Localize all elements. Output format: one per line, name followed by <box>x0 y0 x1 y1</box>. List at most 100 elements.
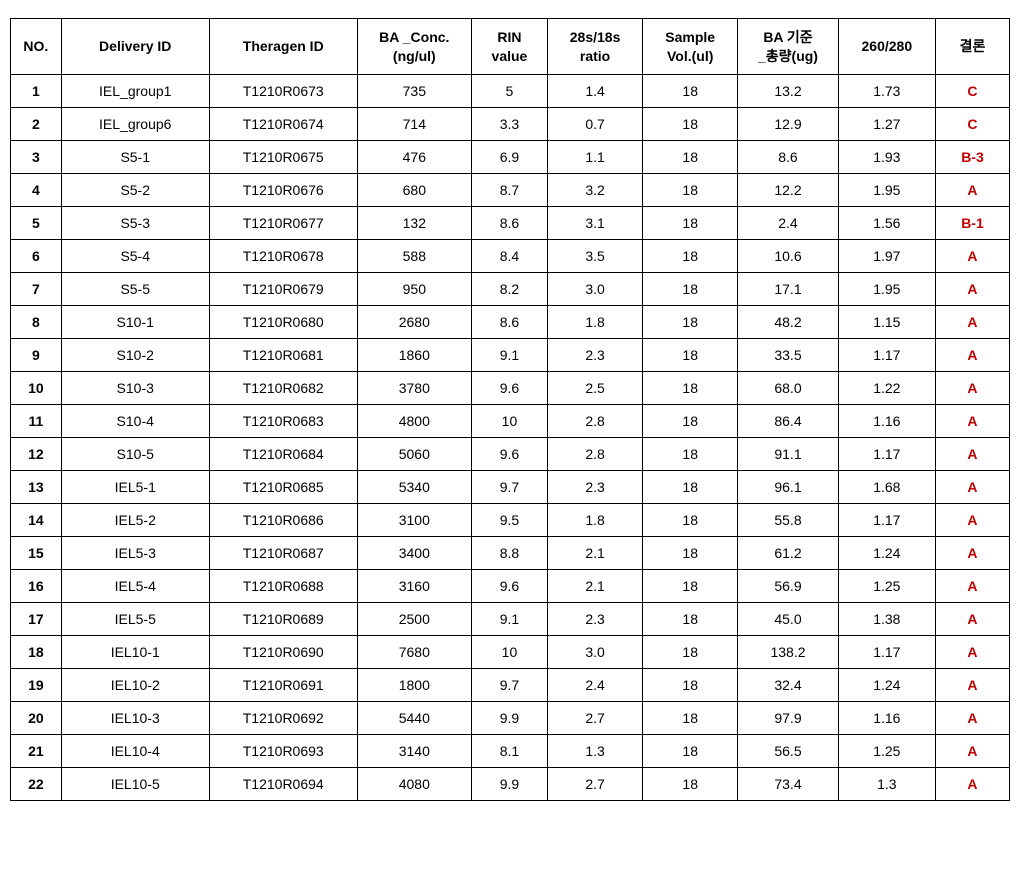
cell-rin: 8.8 <box>471 537 547 570</box>
cell-result: A <box>935 603 1009 636</box>
cell-r260: 1.68 <box>838 471 935 504</box>
cell-total: 61.2 <box>738 537 838 570</box>
col-header-result: 결론 <box>935 19 1009 75</box>
cell-r260: 1.16 <box>838 702 935 735</box>
cell-rin: 9.5 <box>471 504 547 537</box>
col-header-no: NO. <box>11 19 62 75</box>
cell-vol: 18 <box>643 174 738 207</box>
cell-ratio: 2.3 <box>548 471 643 504</box>
cell-conc: 5340 <box>357 471 471 504</box>
cell-result: A <box>935 570 1009 603</box>
cell-total: 8.6 <box>738 141 838 174</box>
cell-rin: 9.1 <box>471 603 547 636</box>
cell-delivery: S5-4 <box>61 240 209 273</box>
cell-conc: 3400 <box>357 537 471 570</box>
cell-result: A <box>935 405 1009 438</box>
cell-ratio: 3.5 <box>548 240 643 273</box>
col-header-theragen: Theragen ID <box>209 19 357 75</box>
cell-result: A <box>935 372 1009 405</box>
cell-ratio: 2.7 <box>548 768 643 801</box>
cell-rin: 8.6 <box>471 207 547 240</box>
cell-delivery: S5-3 <box>61 207 209 240</box>
cell-result: A <box>935 669 1009 702</box>
cell-r260: 1.16 <box>838 405 935 438</box>
cell-r260: 1.95 <box>838 273 935 306</box>
cell-vol: 18 <box>643 75 738 108</box>
cell-ratio: 1.8 <box>548 306 643 339</box>
col-header-delivery: Delivery ID <box>61 19 209 75</box>
cell-ratio: 2.1 <box>548 570 643 603</box>
table-row: 10S10-3T1210R068237809.62.51868.01.22A <box>11 372 1010 405</box>
cell-ratio: 1.4 <box>548 75 643 108</box>
cell-no: 2 <box>11 108 62 141</box>
table-row: 1IEL_group1T1210R067373551.41813.21.73C <box>11 75 1010 108</box>
col-header-total: BA 기준_총량(ug) <box>738 19 838 75</box>
cell-r260: 1.3 <box>838 768 935 801</box>
cell-conc: 4080 <box>357 768 471 801</box>
cell-delivery: IEL10-3 <box>61 702 209 735</box>
cell-result: C <box>935 108 1009 141</box>
cell-ratio: 2.5 <box>548 372 643 405</box>
cell-theragen: T1210R0677 <box>209 207 357 240</box>
cell-delivery: S10-2 <box>61 339 209 372</box>
cell-r260: 1.24 <box>838 537 935 570</box>
cell-total: 68.0 <box>738 372 838 405</box>
cell-total: 13.2 <box>738 75 838 108</box>
cell-theragen: T1210R0693 <box>209 735 357 768</box>
cell-no: 3 <box>11 141 62 174</box>
table-row: 20IEL10-3T1210R069254409.92.71897.91.16A <box>11 702 1010 735</box>
cell-theragen: T1210R0691 <box>209 669 357 702</box>
cell-rin: 10 <box>471 405 547 438</box>
table-row: 11S10-4T1210R06834800102.81886.41.16A <box>11 405 1010 438</box>
cell-delivery: S5-2 <box>61 174 209 207</box>
cell-r260: 1.17 <box>838 636 935 669</box>
cell-r260: 1.38 <box>838 603 935 636</box>
cell-conc: 132 <box>357 207 471 240</box>
cell-r260: 1.17 <box>838 504 935 537</box>
cell-delivery: IEL5-4 <box>61 570 209 603</box>
cell-theragen: T1210R0673 <box>209 75 357 108</box>
col-header-ratio: 28s/18sratio <box>548 19 643 75</box>
cell-ratio: 2.1 <box>548 537 643 570</box>
cell-result: B-3 <box>935 141 1009 174</box>
cell-rin: 9.6 <box>471 570 547 603</box>
cell-ratio: 3.0 <box>548 636 643 669</box>
cell-r260: 1.24 <box>838 669 935 702</box>
cell-vol: 18 <box>643 339 738 372</box>
cell-delivery: IEL5-2 <box>61 504 209 537</box>
cell-ratio: 3.2 <box>548 174 643 207</box>
cell-result: A <box>935 273 1009 306</box>
cell-vol: 18 <box>643 504 738 537</box>
cell-ratio: 1.8 <box>548 504 643 537</box>
cell-theragen: T1210R0686 <box>209 504 357 537</box>
cell-rin: 9.6 <box>471 372 547 405</box>
cell-conc: 1800 <box>357 669 471 702</box>
cell-no: 11 <box>11 405 62 438</box>
cell-theragen: T1210R0681 <box>209 339 357 372</box>
cell-theragen: T1210R0684 <box>209 438 357 471</box>
cell-result: A <box>935 438 1009 471</box>
cell-rin: 9.6 <box>471 438 547 471</box>
col-header-conc: BA _Conc.(ng/ul) <box>357 19 471 75</box>
cell-ratio: 2.4 <box>548 669 643 702</box>
header-row: NO.Delivery IDTheragen IDBA _Conc.(ng/ul… <box>11 19 1010 75</box>
cell-vol: 18 <box>643 207 738 240</box>
cell-vol: 18 <box>643 537 738 570</box>
cell-no: 15 <box>11 537 62 570</box>
cell-delivery: S10-4 <box>61 405 209 438</box>
cell-delivery: S10-1 <box>61 306 209 339</box>
cell-total: 91.1 <box>738 438 838 471</box>
cell-result: C <box>935 75 1009 108</box>
cell-total: 10.6 <box>738 240 838 273</box>
cell-rin: 5 <box>471 75 547 108</box>
cell-conc: 950 <box>357 273 471 306</box>
cell-total: 48.2 <box>738 306 838 339</box>
cell-no: 4 <box>11 174 62 207</box>
cell-no: 8 <box>11 306 62 339</box>
cell-vol: 18 <box>643 141 738 174</box>
cell-r260: 1.17 <box>838 339 935 372</box>
table-row: 18IEL10-1T1210R06907680103.018138.21.17A <box>11 636 1010 669</box>
cell-vol: 18 <box>643 471 738 504</box>
cell-result: A <box>935 537 1009 570</box>
cell-total: 12.2 <box>738 174 838 207</box>
